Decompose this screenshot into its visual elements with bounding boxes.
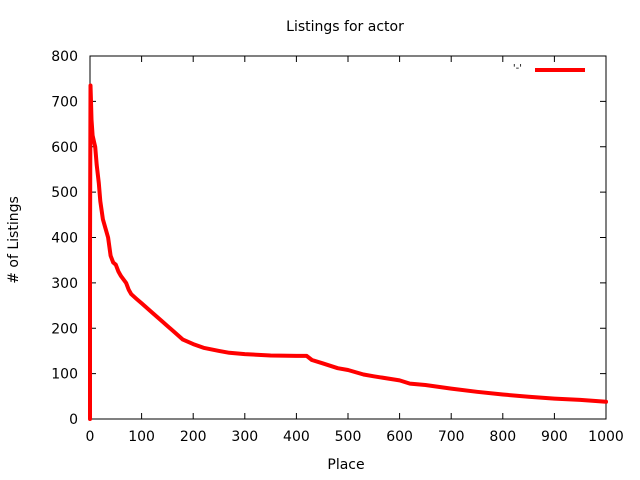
- y-tick-label: 100: [51, 367, 78, 383]
- x-tick-label: 0: [86, 429, 95, 445]
- y-tick-label: 400: [51, 231, 78, 247]
- y-tick-label: 200: [51, 321, 78, 337]
- x-tick-label: 800: [489, 429, 516, 445]
- y-tick-label: 600: [51, 140, 78, 156]
- series-line: [88, 83, 608, 421]
- x-tick-label: 700: [438, 429, 465, 445]
- legend-label: '-': [513, 63, 522, 74]
- x-tick-label: 400: [283, 429, 310, 445]
- y-tick-label: 700: [51, 94, 78, 110]
- x-tick-label: 900: [541, 429, 568, 445]
- chart-title: Listings for actor: [286, 19, 404, 35]
- y-tick-label: 800: [51, 49, 78, 65]
- x-tick-label: 600: [386, 429, 413, 445]
- x-tick-label: 300: [231, 429, 258, 445]
- y-tick-label: 500: [51, 185, 78, 201]
- x-tick-label: 200: [180, 429, 207, 445]
- y-tick-label: 300: [51, 276, 78, 292]
- y-tick-label: 0: [69, 412, 78, 428]
- x-tick-label: 1000: [588, 429, 624, 445]
- x-tick-label: 100: [128, 429, 155, 445]
- x-tick-label: 500: [335, 429, 362, 445]
- y-axis-label: # of Listings: [6, 196, 22, 284]
- x-axis-label: Place: [327, 457, 364, 473]
